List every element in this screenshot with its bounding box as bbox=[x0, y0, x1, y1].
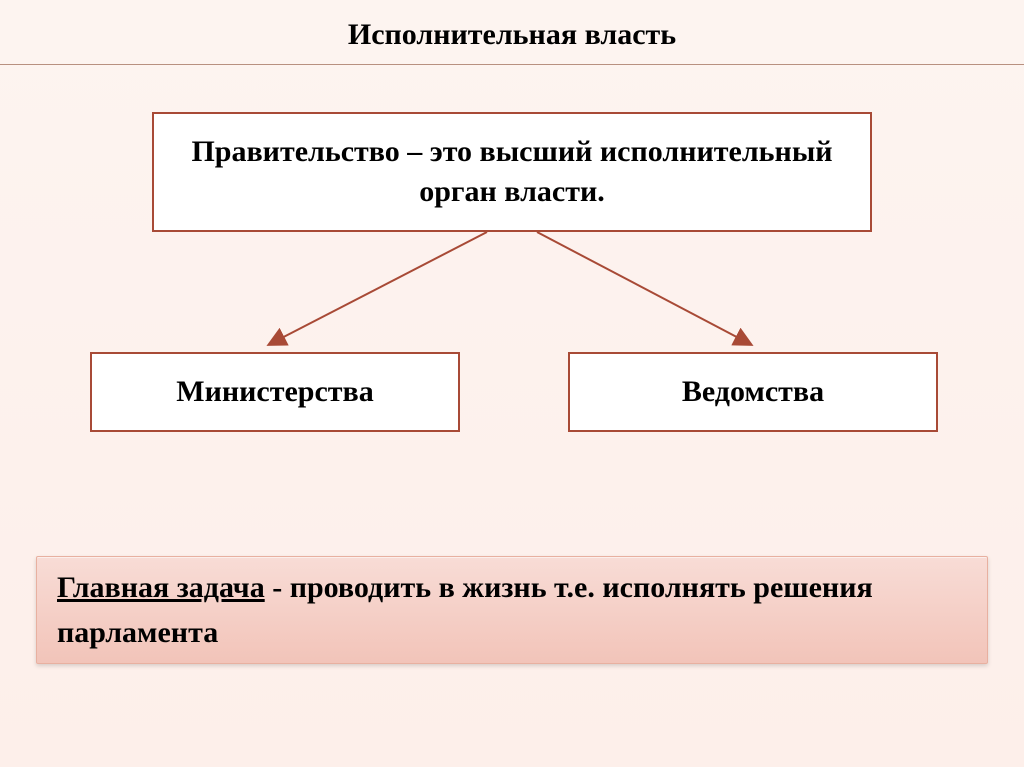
child-label-agencies: Ведомства bbox=[682, 375, 824, 409]
child-box-agencies: Ведомства bbox=[568, 352, 938, 432]
page-title: Исполнительная власть bbox=[0, 18, 1024, 52]
arrow-left bbox=[270, 232, 487, 344]
child-label-ministries: Министерства bbox=[176, 375, 373, 409]
main-definition-box: Правительство – это высший исполнительны… bbox=[152, 112, 872, 232]
task-text: Главная задача - проводить в жизнь т.е. … bbox=[57, 565, 967, 655]
arrow-right bbox=[537, 232, 750, 344]
task-underline-label: Главная задача bbox=[57, 571, 265, 604]
main-definition-text: Правительство – это высший исполнительны… bbox=[184, 132, 840, 213]
arrows bbox=[0, 232, 1024, 362]
child-box-ministries: Министерства bbox=[90, 352, 460, 432]
task-box: Главная задача - проводить в жизнь т.е. … bbox=[36, 556, 988, 664]
divider bbox=[0, 64, 1024, 65]
title-area: Исполнительная власть bbox=[0, 0, 1024, 64]
